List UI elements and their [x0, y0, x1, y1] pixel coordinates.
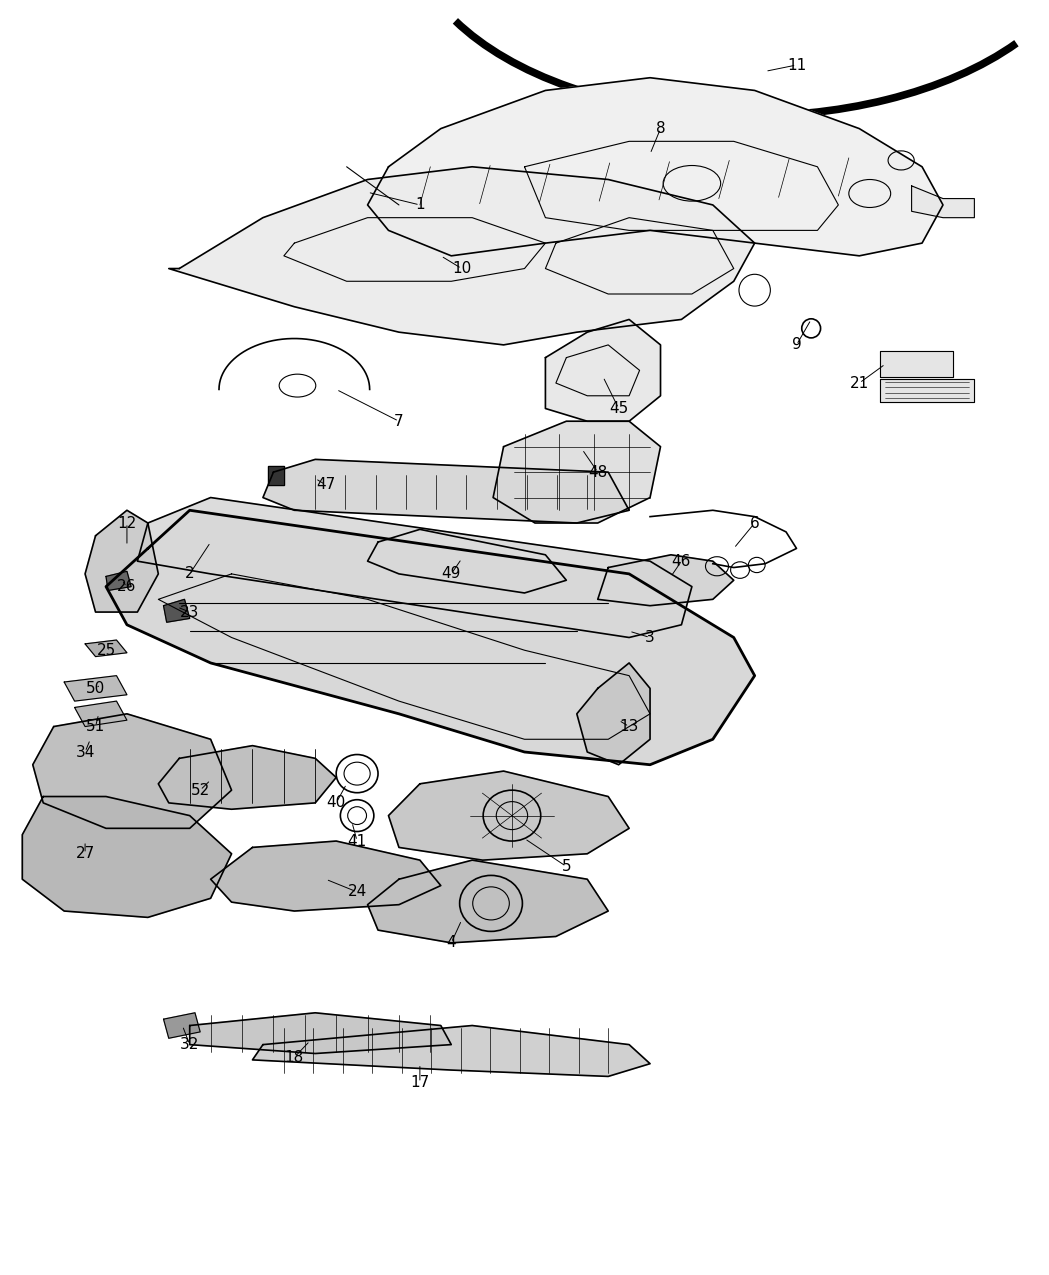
Polygon shape [106, 571, 131, 590]
Text: 1: 1 [415, 198, 425, 213]
Polygon shape [367, 861, 608, 942]
Polygon shape [33, 714, 232, 829]
Text: 4: 4 [447, 936, 456, 950]
Text: 45: 45 [609, 402, 628, 416]
Polygon shape [493, 421, 661, 523]
Text: 48: 48 [588, 464, 607, 479]
Text: 9: 9 [792, 338, 801, 352]
Text: 32: 32 [180, 1037, 199, 1052]
Polygon shape [85, 640, 127, 657]
Text: 52: 52 [191, 783, 210, 798]
Text: 3: 3 [645, 630, 655, 645]
Polygon shape [211, 842, 441, 912]
Polygon shape [169, 167, 754, 346]
Polygon shape [106, 510, 754, 765]
Polygon shape [269, 465, 284, 484]
Text: 27: 27 [76, 847, 94, 862]
Polygon shape [577, 663, 650, 765]
Text: 41: 41 [347, 834, 367, 849]
Text: 21: 21 [850, 376, 869, 390]
Polygon shape [22, 797, 232, 918]
Text: 46: 46 [671, 553, 691, 569]
Polygon shape [880, 351, 954, 376]
Polygon shape [880, 379, 975, 402]
Polygon shape [388, 771, 629, 861]
Polygon shape [253, 1025, 650, 1076]
Polygon shape [74, 701, 127, 727]
Text: 5: 5 [561, 859, 571, 873]
Text: 26: 26 [117, 579, 136, 594]
Polygon shape [64, 676, 127, 701]
Polygon shape [158, 746, 336, 810]
Text: 24: 24 [347, 885, 367, 899]
Text: 11: 11 [787, 57, 806, 73]
Text: 13: 13 [620, 719, 639, 734]
Text: 40: 40 [326, 796, 346, 811]
Polygon shape [912, 186, 975, 218]
Text: 17: 17 [410, 1075, 429, 1090]
Text: 7: 7 [394, 413, 404, 428]
Text: 47: 47 [316, 477, 336, 492]
Text: 34: 34 [76, 745, 94, 760]
Polygon shape [85, 510, 158, 612]
Text: 10: 10 [452, 261, 471, 277]
Text: 6: 6 [750, 515, 759, 530]
Text: 49: 49 [442, 566, 461, 581]
Polygon shape [263, 459, 629, 523]
Text: 18: 18 [284, 1049, 304, 1065]
Text: 8: 8 [656, 121, 665, 136]
Polygon shape [164, 1012, 200, 1038]
Text: 23: 23 [180, 604, 199, 620]
Polygon shape [545, 320, 661, 421]
Text: 50: 50 [86, 681, 105, 696]
Text: 2: 2 [185, 566, 194, 581]
Text: 25: 25 [97, 643, 115, 658]
Polygon shape [190, 1012, 451, 1053]
Polygon shape [164, 599, 190, 622]
Text: 12: 12 [117, 515, 136, 530]
Polygon shape [137, 497, 692, 638]
Polygon shape [367, 78, 943, 256]
Text: 51: 51 [86, 719, 105, 734]
Polygon shape [598, 555, 733, 606]
